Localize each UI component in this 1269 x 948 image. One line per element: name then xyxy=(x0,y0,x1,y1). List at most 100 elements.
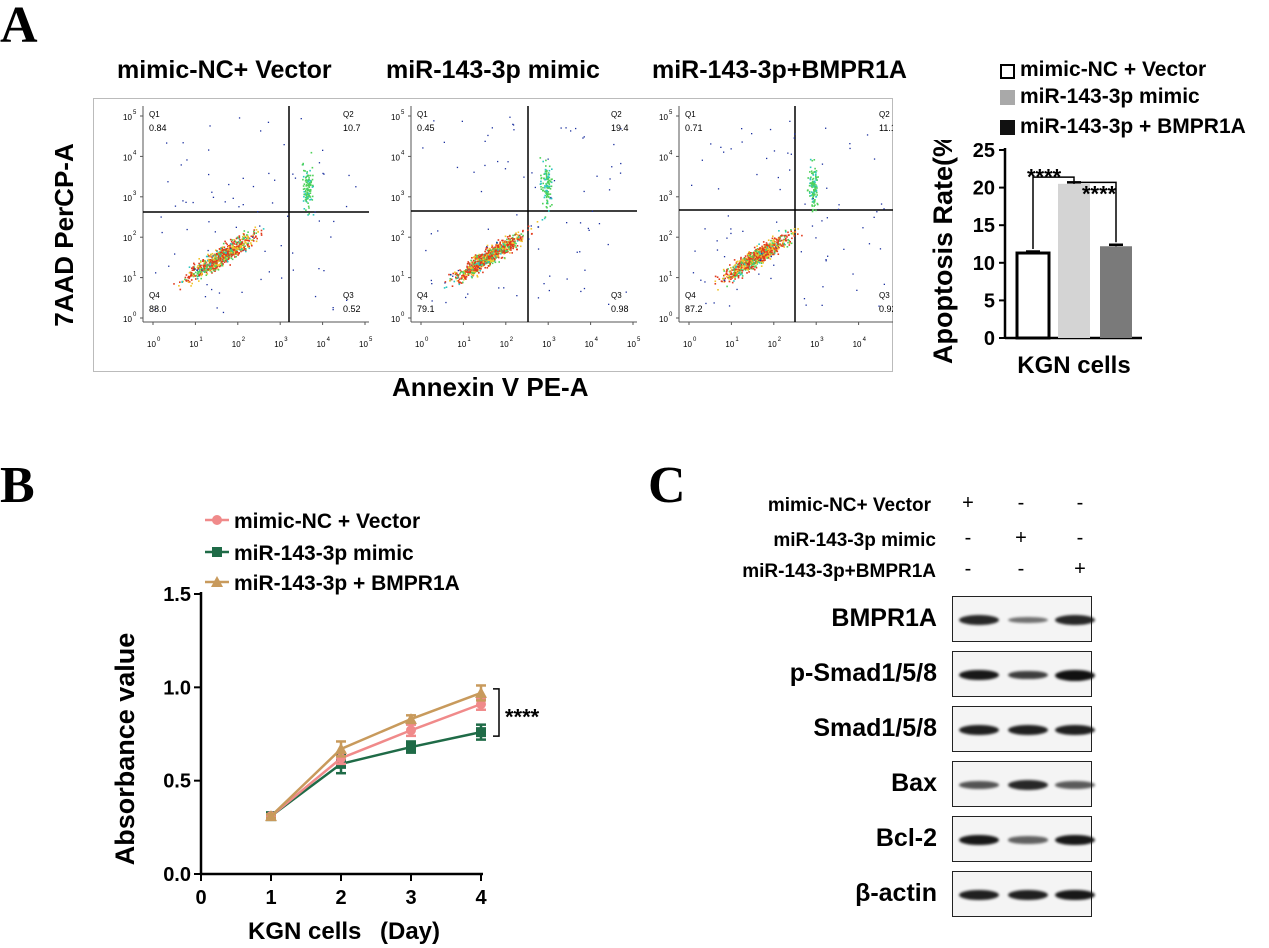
flow-event xyxy=(716,276,719,278)
flow-event xyxy=(713,302,715,304)
flow-event xyxy=(476,276,479,278)
flow-event xyxy=(482,258,485,261)
flow-event xyxy=(762,258,765,260)
flow-event xyxy=(310,181,312,184)
flow-event xyxy=(583,287,586,290)
flow-event xyxy=(733,265,736,267)
flow-event xyxy=(491,262,494,265)
flow-event xyxy=(466,266,468,269)
flow-event xyxy=(512,243,515,246)
flow-event xyxy=(550,196,552,199)
flow-event xyxy=(487,259,489,262)
flow-event xyxy=(757,256,759,258)
flow-event xyxy=(748,251,751,253)
flow-event xyxy=(755,265,757,267)
flow-event xyxy=(194,275,197,277)
wb-protein-label: Bax xyxy=(891,769,937,797)
flow-event xyxy=(507,248,510,251)
flow-event xyxy=(211,191,213,193)
flow-event xyxy=(730,267,732,269)
flow-event xyxy=(220,262,223,265)
flow-event xyxy=(459,273,461,275)
flow-event xyxy=(768,255,770,257)
flow-event xyxy=(825,260,827,262)
flow-event xyxy=(752,268,755,270)
flow-event xyxy=(209,256,211,258)
flow-event xyxy=(314,211,316,213)
flow-event xyxy=(809,158,812,161)
flow-event xyxy=(467,261,469,263)
flow-event xyxy=(318,162,321,164)
flow-event xyxy=(779,237,781,239)
flow-event xyxy=(348,174,350,177)
flow-event xyxy=(731,268,733,271)
flow-event xyxy=(287,215,289,217)
flow-event xyxy=(873,216,875,218)
flow-event xyxy=(303,190,305,193)
flow-event xyxy=(215,265,218,268)
flow-event xyxy=(304,193,307,195)
flow-event xyxy=(307,202,309,204)
flow-event xyxy=(494,246,497,248)
flow-event xyxy=(503,257,506,259)
flow-event xyxy=(199,270,201,273)
flow-event xyxy=(516,214,518,216)
flow-event xyxy=(422,147,424,149)
flow-event xyxy=(200,260,202,262)
flow-event xyxy=(467,266,470,269)
flow-event xyxy=(243,233,245,235)
flow-event xyxy=(815,179,817,181)
flow-event xyxy=(274,179,276,181)
flow-event xyxy=(228,246,230,248)
flow-x-tick-label: 10 xyxy=(317,340,326,349)
flow-event xyxy=(318,220,320,222)
flow-event xyxy=(241,249,244,252)
flow-event xyxy=(812,184,815,186)
flow-event xyxy=(224,201,226,203)
flow-event xyxy=(746,261,749,263)
flow-event xyxy=(476,262,478,265)
flow-event xyxy=(444,281,447,283)
flow-event xyxy=(223,260,225,262)
flow-event xyxy=(491,246,493,249)
flow-event xyxy=(487,261,490,263)
flow-q4-label: Q4 xyxy=(417,291,428,300)
flow-event xyxy=(260,229,263,232)
flow-event xyxy=(203,261,206,264)
flow-event xyxy=(760,260,762,263)
flow-event xyxy=(226,243,228,246)
flow-event xyxy=(521,240,523,243)
flow-event xyxy=(474,271,477,273)
flow-event xyxy=(194,271,197,274)
flow-event xyxy=(491,244,493,247)
flow-event xyxy=(214,262,217,264)
flow-event xyxy=(474,254,477,256)
flow-event xyxy=(260,234,263,236)
flow-event xyxy=(752,259,754,262)
flow-event xyxy=(294,177,297,179)
flow-event xyxy=(196,275,199,278)
wb-condition-label: miR-143-3p+BMPR1A xyxy=(742,561,936,582)
flow-event xyxy=(546,170,548,172)
flow-event xyxy=(227,245,229,248)
flow-event xyxy=(494,261,497,264)
flow-event xyxy=(530,233,533,235)
flow-event xyxy=(456,277,459,279)
flow-x-tick-exp: 4 xyxy=(595,337,599,343)
flow-event xyxy=(233,239,235,241)
flow-event xyxy=(551,168,553,170)
flow-event xyxy=(769,254,771,257)
flow-event xyxy=(465,269,467,271)
flow-event xyxy=(751,254,754,257)
flow-event xyxy=(746,257,749,260)
flow-y-tick-exp: 1 xyxy=(669,272,673,278)
flow-event xyxy=(778,236,780,239)
flow-event xyxy=(619,172,622,174)
flow-event xyxy=(883,208,885,210)
flow-event xyxy=(766,246,769,249)
flow-q3-value: 0.52 xyxy=(343,304,361,314)
flow-event xyxy=(244,242,247,244)
flow-event xyxy=(210,271,213,273)
flow-event xyxy=(500,253,502,255)
flow-event xyxy=(787,231,789,234)
